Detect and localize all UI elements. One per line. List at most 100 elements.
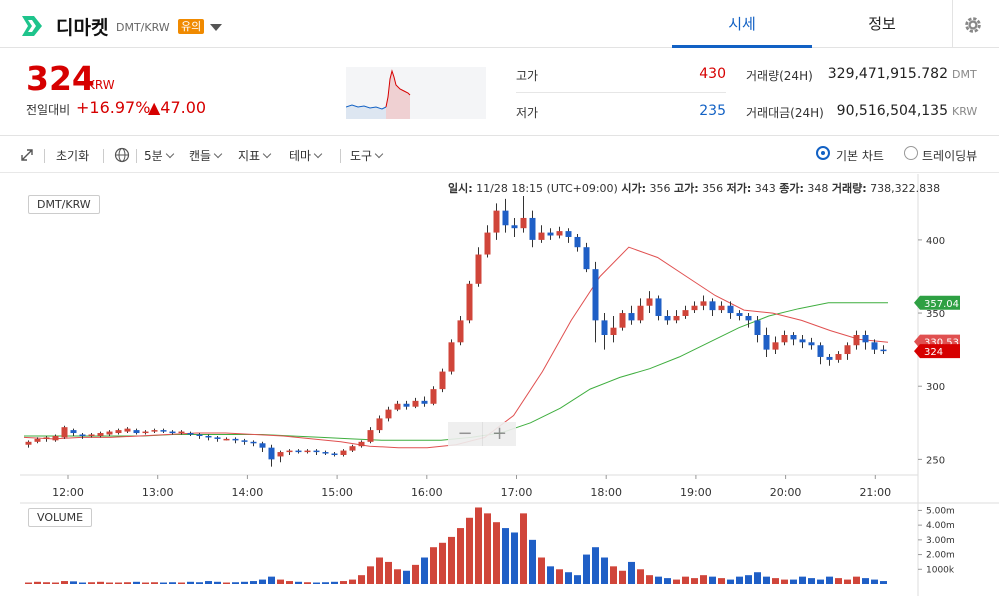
volume-bar <box>556 569 563 584</box>
volume-bar <box>142 582 149 584</box>
candle-body <box>745 315 752 321</box>
candle-body <box>313 450 320 453</box>
tradingview-label[interactable]: 트레이딩뷰 <box>922 149 978 163</box>
candle-body <box>52 435 59 441</box>
candle-body <box>412 400 419 407</box>
candle-body <box>628 313 635 321</box>
tab-price[interactable]: 시세 <box>672 0 812 48</box>
volume-bar <box>466 517 473 584</box>
volume-bar <box>385 561 392 584</box>
x-tick-label: 17:00 <box>501 486 533 499</box>
interval-dropdown[interactable]: 5분 <box>144 147 174 164</box>
volume-bar <box>52 582 59 584</box>
volume-bar <box>232 582 239 584</box>
candle-body <box>556 231 563 236</box>
candle-body <box>241 440 248 442</box>
volume-unit: DMT <box>952 68 977 81</box>
volume-tick-label: 1000k <box>926 565 955 575</box>
candlestick-chart[interactable]: 250 300 350 400 12:00 13:00 14:00 15:00 16:00 17:… <box>0 174 999 596</box>
volume-bar <box>367 566 374 584</box>
open-value: 356 <box>649 182 671 195</box>
volume-bar <box>205 581 212 584</box>
candle-body <box>880 349 887 352</box>
volume-bar <box>124 582 131 584</box>
volume-tick-label: 5.00m <box>926 506 955 516</box>
date-value: 11/28 18:15 (UTC+09:00) <box>476 182 618 195</box>
tab-info[interactable]: 정보 <box>868 15 896 33</box>
y-tick-label: 350 <box>926 309 945 320</box>
candle-body <box>682 310 689 316</box>
coin-logo-icon <box>22 16 42 36</box>
volume-bar <box>331 581 338 584</box>
basic-chart-radio[interactable] <box>816 146 830 160</box>
candle-body <box>754 320 761 335</box>
volume-bar <box>43 582 50 584</box>
candle-body <box>691 305 698 311</box>
volume-bar <box>313 582 320 584</box>
ohlc-high-value: 356 <box>702 182 724 195</box>
close-label: 종가: <box>779 182 804 195</box>
volume-bar <box>511 532 518 584</box>
candle-body <box>421 400 428 404</box>
volume-bar <box>277 579 284 584</box>
candle-body <box>295 450 302 453</box>
candle-body <box>862 335 869 343</box>
zoom-out-button[interactable]: − <box>457 423 473 444</box>
interval-label: 5분 <box>144 149 163 163</box>
volume-bar <box>592 547 599 584</box>
gear-icon[interactable] <box>962 14 984 36</box>
candle-body <box>160 430 167 432</box>
volume-bar <box>322 582 329 584</box>
candle-body <box>106 431 113 435</box>
basic-chart-label[interactable]: 기본 차트 <box>836 149 884 163</box>
volume-bar <box>799 576 806 584</box>
volume-bar <box>349 579 356 584</box>
ma-fast-line <box>23 246 889 449</box>
tools-dropdown[interactable]: 도구 <box>350 147 384 164</box>
volume-bar <box>97 581 104 584</box>
volume-bar <box>772 578 779 584</box>
volume-bar <box>880 581 887 584</box>
candle-body <box>277 452 284 457</box>
globe-icon[interactable] <box>114 147 130 163</box>
volume-bar <box>691 578 698 584</box>
candle-body <box>196 434 203 436</box>
indicator-dropdown[interactable]: 지표 <box>238 147 272 164</box>
volume-bar <box>808 578 815 584</box>
volume-bar <box>241 581 248 584</box>
volume-bar <box>637 569 644 584</box>
volume-bar <box>448 536 455 584</box>
candle-body <box>709 301 716 311</box>
change-percent: +16.97% <box>76 98 151 117</box>
candle-body <box>673 315 680 321</box>
ohlc-volume-value: 738,322.838 <box>870 182 941 195</box>
reset-button[interactable]: 초기화 <box>56 149 90 163</box>
volume-bar <box>682 576 689 584</box>
amount-value: 90,516,504,135 <box>836 103 948 119</box>
candle-body <box>520 217 527 229</box>
volume-value: 329,471,915.782 <box>827 66 948 82</box>
zoom-in-button[interactable]: + <box>482 422 516 446</box>
candle-body <box>430 389 437 404</box>
candle-dropdown[interactable]: 캔들 <box>189 147 223 164</box>
warning-badge: 유의 <box>178 19 205 34</box>
volume-bar <box>646 575 653 584</box>
price-tag <box>914 344 960 359</box>
volume-bar <box>340 581 347 584</box>
candle-label: 캔들 <box>189 149 212 163</box>
amount-label: 거래대금(24H) <box>746 106 824 120</box>
chart-toolbar: 초기화 5분 캔들 지표 테마 도구 기본 차트 트레이딩뷰 <box>0 137 999 173</box>
candle-body <box>601 320 608 335</box>
volume-bar <box>169 582 176 584</box>
expand-icon[interactable] <box>20 148 34 162</box>
candle-body <box>655 298 662 316</box>
coin-name[interactable]: 디마켓 <box>56 17 109 39</box>
tradingview-radio[interactable] <box>904 146 918 160</box>
candle-body <box>619 313 626 328</box>
candle-body <box>799 339 806 343</box>
x-tick-label: 12:00 <box>52 486 84 499</box>
chevron-down-icon[interactable] <box>210 24 222 31</box>
theme-dropdown[interactable]: 테마 <box>289 147 323 164</box>
volume-bar <box>547 566 554 584</box>
x-tick-label: 16:00 <box>411 486 443 499</box>
